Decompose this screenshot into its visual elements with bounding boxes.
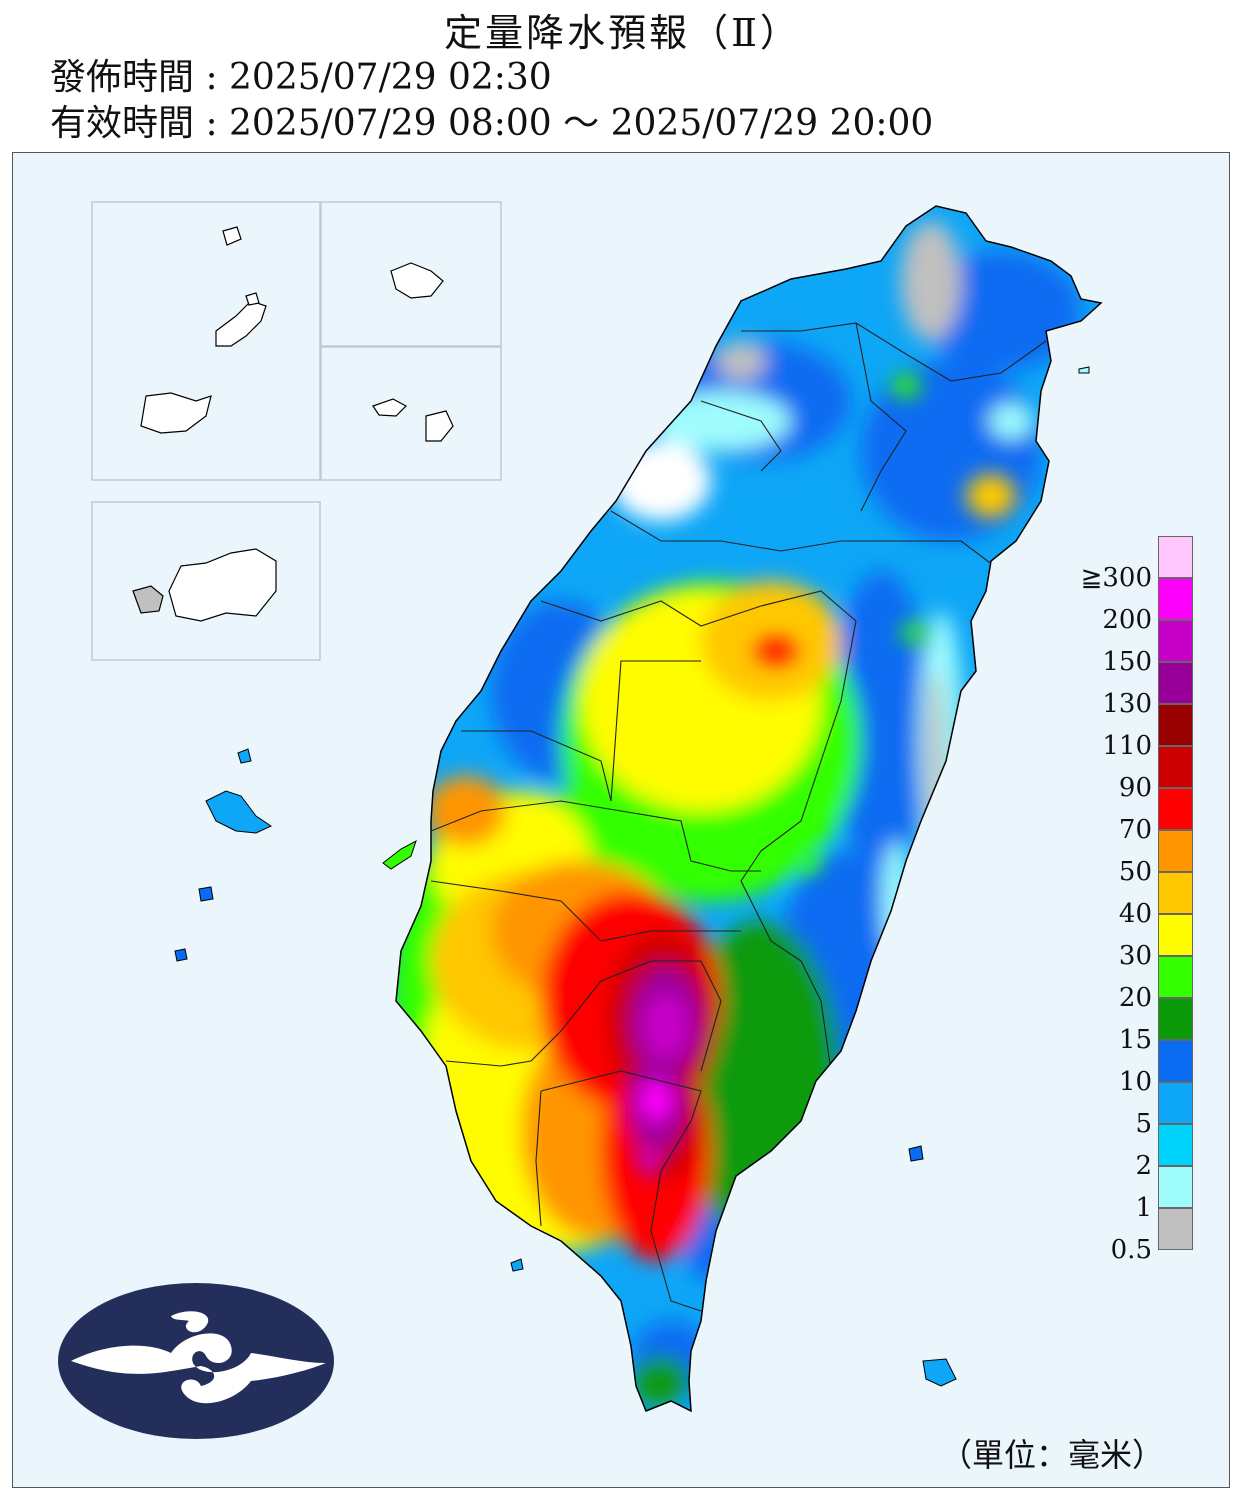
island-kinmen <box>168 548 277 622</box>
inset-boxes <box>91 201 502 661</box>
map-panel <box>12 152 1230 1488</box>
legend-label: 5 <box>1135 1109 1152 1139</box>
island-beigan <box>140 392 212 434</box>
legend-swatch <box>1158 788 1193 830</box>
legend-label: 30 <box>1118 941 1152 971</box>
legend-swatch <box>1158 998 1193 1040</box>
legend-swatch <box>1158 956 1193 998</box>
eastern-islands <box>510 366 1090 1387</box>
legend-label: 2 <box>1135 1151 1152 1181</box>
legend-label: 110 <box>1102 731 1152 761</box>
legend: 0.5 1 2 5 10 15 20 30 40 50 70 90 110 130 150 200 ≧300 <box>1058 536 1238 1263</box>
legend-swatch <box>1158 536 1193 578</box>
legend-swatch <box>1158 1040 1193 1082</box>
issue-time-line: 發佈時間 : 2025/07/29 02:30 <box>50 58 552 98</box>
island-orchid <box>922 1358 957 1387</box>
legend-label: 20 <box>1118 983 1152 1013</box>
county-borders <box>430 322 1047 1312</box>
legend-label: 0.5 <box>1110 1235 1152 1265</box>
island-wangan <box>174 948 188 962</box>
valid-start: 2025/07/29 08:00 <box>229 103 552 144</box>
legend-swatch <box>1158 620 1193 662</box>
legend-swatch <box>1158 1208 1193 1250</box>
unit-label: （單位：毫米） <box>940 1436 1165 1474</box>
inset-islands <box>132 226 454 622</box>
island-penghu-main <box>205 790 273 834</box>
island-small-a <box>222 226 242 246</box>
rainfall-map <box>58 201 1102 1439</box>
island-liuqiu <box>510 1258 524 1272</box>
valid-time-line: 有效時間 : 2025/07/29 08:00 ～ 2025/07/29 20:… <box>50 104 933 144</box>
legend-label: 200 <box>1102 605 1152 635</box>
legend-label: 15 <box>1118 1025 1152 1055</box>
legend-label: 40 <box>1118 899 1152 929</box>
legend-label: 130 <box>1102 689 1152 719</box>
valid-label: 有效時間 : <box>50 103 230 144</box>
rainfall-layers <box>396 221 1081 1406</box>
island-guishan <box>1078 366 1090 374</box>
legend-swatch <box>1158 1166 1193 1208</box>
penghu-islands <box>174 748 273 962</box>
legend-swatch <box>1158 662 1193 704</box>
legend-swatch <box>1158 704 1193 746</box>
cwa-logo <box>58 1283 334 1439</box>
legend-swatch <box>1158 578 1193 620</box>
island-small-b <box>245 292 260 306</box>
legend-label: 50 <box>1118 857 1152 887</box>
island-lieyu <box>132 585 164 614</box>
island-wuqiu-b <box>425 410 454 442</box>
inset-wuqiu-box <box>320 346 502 481</box>
inset-matsu-box <box>91 201 321 481</box>
legend-swatch <box>1158 872 1193 914</box>
legend-label: 1 <box>1135 1193 1152 1223</box>
island-dongyin <box>390 262 444 299</box>
valid-end: 2025/07/29 20:00 <box>610 103 934 144</box>
legend-swatch <box>1158 830 1193 872</box>
island-jibei <box>237 748 252 764</box>
island-wuqiu-a <box>372 398 407 417</box>
legend-label: 90 <box>1118 773 1152 803</box>
issue-time: 2025/07/29 02:30 <box>229 57 552 98</box>
valid-separator: ～ <box>551 103 611 144</box>
island-nangan <box>215 300 267 347</box>
legend-swatch <box>1158 1124 1193 1166</box>
legend-label: 10 <box>1118 1067 1152 1097</box>
legend-label: 150 <box>1102 647 1152 677</box>
legend-label: 70 <box>1118 815 1152 845</box>
legend-swatch <box>1158 1082 1193 1124</box>
legend-swatch <box>1158 746 1193 788</box>
inset-kinmen-box <box>91 501 321 661</box>
map-title: 定量降水預報（Ⅱ） <box>444 11 801 55</box>
island-green <box>908 1145 924 1162</box>
island-qimei <box>198 886 214 902</box>
legend-label: ≧300 <box>1080 563 1152 593</box>
legend-swatch <box>1158 914 1193 956</box>
inset-dongyin-box <box>320 201 502 347</box>
issue-label: 發佈時間 : <box>50 57 230 98</box>
island-dongshi-sandbar <box>382 839 417 870</box>
